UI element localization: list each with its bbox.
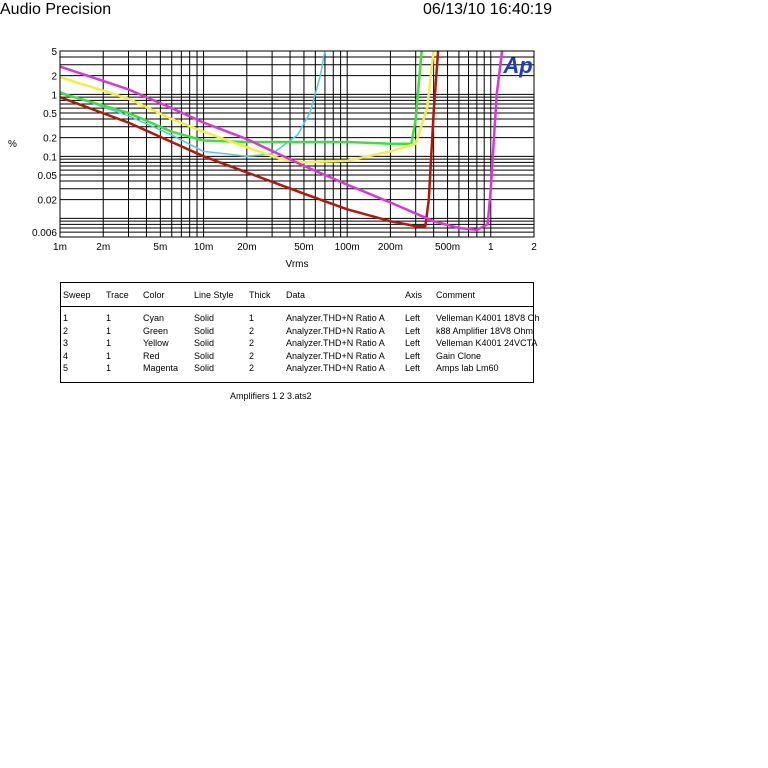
legend-cell: 2 — [249, 338, 255, 348]
legend-cell: Analyzer.THD+N Ratio A — [286, 338, 385, 348]
legend-cell: Cyan — [143, 313, 165, 323]
legend-cell: 2 — [63, 325, 69, 336]
legend-cell: Left — [405, 338, 421, 348]
x-tick-label: 10m — [194, 242, 213, 253]
legend-divider — [61, 306, 533, 307]
legend-header-cell: Data — [286, 290, 306, 300]
legend-cell: 5 — [63, 363, 69, 373]
legend-cell: 2 — [249, 350, 255, 361]
x-tick-label: 2m — [96, 242, 110, 253]
series-line-sweep-5 — [60, 51, 504, 232]
legend-cell: 1 — [249, 313, 255, 323]
y-tick-label: 0.02 — [38, 196, 58, 207]
legend-header-cell: Trace — [106, 290, 129, 300]
legend-cell: Left — [405, 313, 421, 323]
legend-header-cell: Axis — [405, 290, 423, 300]
legend-cell: Analyzer.THD+N Ratio A — [286, 325, 385, 336]
x-tick-label: 1 — [488, 242, 494, 253]
legend-cell: Solid — [194, 325, 215, 336]
x-axis-label: Vrms — [286, 259, 309, 270]
legend-cell: Analyzer.THD+N Ratio A — [286, 350, 385, 361]
x-tick-label: 20m — [237, 242, 256, 253]
legend-cell: Analyzer.THD+N Ratio A — [286, 363, 385, 373]
legend-header-cell: Line Style — [194, 290, 234, 300]
legend-cell: 4 — [63, 350, 69, 361]
legend-cell: Velleman K4001 18V8 Oh — [436, 313, 540, 323]
x-tick-label: 500m — [435, 242, 460, 253]
legend-cell: Solid — [194, 338, 215, 348]
legend-cell: Gain Clone — [436, 350, 482, 361]
legend-cell: 3 — [63, 338, 69, 348]
legend-cell: Analyzer.THD+N Ratio A — [286, 313, 385, 323]
series-line-sweep-1 — [60, 51, 326, 158]
legend-cell: 1 — [106, 325, 112, 336]
legend-header-cell: Sweep — [63, 290, 91, 300]
x-tick-label: 5m — [153, 242, 167, 253]
brand-title: Audio Precision — [0, 1, 112, 18]
chart-series — [60, 51, 504, 232]
legend-cell: 2 — [249, 325, 255, 336]
y-tick-label: 0.05 — [38, 171, 58, 182]
y-tick-label: 0.5 — [43, 109, 57, 120]
y-tick-label: 0.1 — [43, 152, 57, 163]
y-tick-label: 0.006 — [32, 228, 57, 239]
legend-cell: Amps lab Lm60 — [436, 363, 499, 373]
x-tick-label: 1m — [53, 242, 67, 253]
y-tick-label: 0.2 — [43, 134, 57, 145]
legend-cell: Yellow — [143, 338, 169, 348]
legend-cell: Velleman K4001 24VCTA — [436, 338, 538, 348]
legend-cell: Red — [143, 350, 160, 361]
y-tick-labels: 5 2 1 0.5 0.2 0.1 0.05 0.02 0.006 — [32, 47, 57, 239]
legend-cell: Left — [405, 350, 421, 361]
file-name: Amplifiers 1 2 3.ats2 — [230, 391, 312, 401]
legend-cell: 2 — [249, 363, 255, 373]
x-tick-label: 50m — [294, 242, 313, 253]
legend-cell: 1 — [106, 363, 112, 373]
legend-cell: Left — [405, 325, 421, 336]
y-tick-label: 2 — [51, 72, 57, 83]
thd-chart: 5 2 1 0.5 0.2 0.1 0.05 0.02 0.006 1m 2m 5m 10m 20m 50… — [8, 47, 537, 270]
legend-header-cell: Color — [143, 290, 165, 300]
y-axis-label: % — [8, 139, 17, 150]
y-tick-label: 1 — [51, 90, 57, 101]
timestamp: 06/13/10 16:40:19 — [423, 1, 553, 18]
legend-table: Sweep Trace Color Line Style Thick Data Axis Co… — [60, 282, 540, 383]
legend-cell: Solid — [194, 363, 215, 373]
legend-header-cell: Thick — [249, 290, 271, 300]
series-line-sweep-4 — [60, 51, 440, 228]
legend-cell: Green — [143, 325, 169, 336]
legend-cell: 1 — [106, 313, 112, 323]
legend-cell: 1 — [63, 313, 69, 323]
y-tick-label: 5 — [51, 47, 57, 58]
legend-cell: 1 — [106, 350, 112, 361]
legend-cell: k88 Amplifier 18V8 Ohm — [436, 325, 534, 336]
legend-cell: Solid — [194, 313, 215, 323]
x-tick-label: 2 — [531, 242, 537, 253]
legend-cell: Solid — [194, 350, 215, 361]
plot-frame — [59, 50, 535, 238]
series-line-sweep-2 — [60, 51, 423, 145]
legend-cell: Magenta — [143, 363, 179, 373]
legend-header-cell: Comment — [436, 290, 476, 300]
legend-cell: 1 — [106, 338, 112, 348]
x-tick-label: 100m — [335, 242, 360, 253]
ap-logo: Ap — [502, 53, 532, 78]
x-tick-label: 200m — [378, 242, 403, 253]
legend-cell: Left — [405, 363, 421, 373]
chart-grid — [59, 50, 535, 238]
x-tick-labels: 1m 2m 5m 10m 20m 50m 100m 200m 500m 1 2 — [53, 242, 537, 253]
